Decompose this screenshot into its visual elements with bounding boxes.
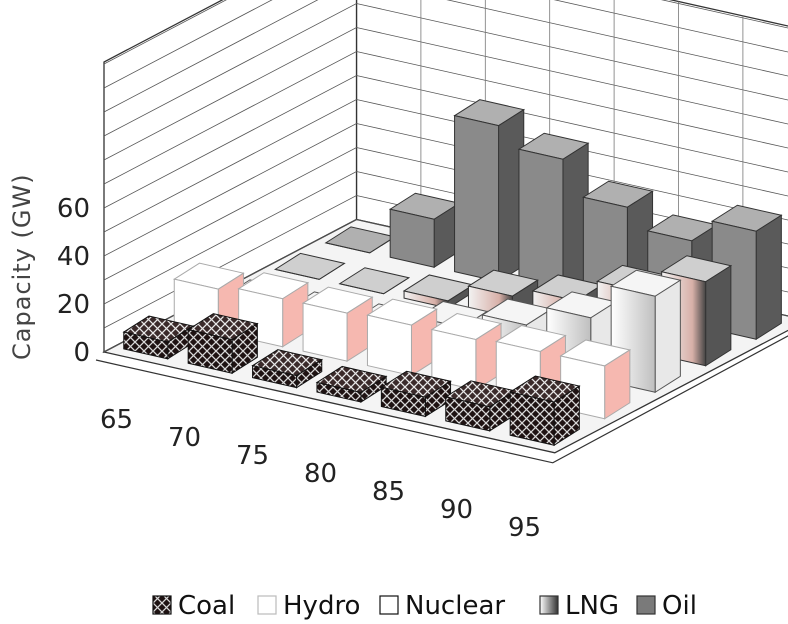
bar-hydro-80 [366, 298, 438, 377]
bar-coal-75 [251, 349, 324, 389]
bar-coal-90 [444, 380, 517, 432]
legend-item-lng: LNG [539, 591, 619, 621]
legend-swatch [539, 595, 559, 615]
bar-coal-80 [315, 365, 388, 403]
bar-coal-95 [508, 375, 581, 447]
grid-line [103, 147, 788, 281]
bar-hydro-85 [430, 313, 503, 391]
bar-coal-85 [380, 370, 452, 418]
bars-layer [122, 99, 783, 447]
grid-line [103, 0, 788, 65]
grid-line [103, 27, 788, 161]
grid-line [103, 75, 788, 209]
bar-coal-70 [186, 313, 259, 375]
legend-label: Hydro [283, 591, 360, 621]
legend-swatch [152, 595, 172, 615]
grid-line [103, 99, 788, 233]
bar-lng-75 [402, 274, 475, 310]
legend-label: LNG [565, 591, 619, 621]
legend-label: Nuclear [405, 591, 505, 621]
grid-line [103, 123, 788, 257]
y-axis-label: Capacity (GW) [8, 173, 36, 360]
y-tick-label: 60 [57, 194, 90, 224]
legend-item-oil: Oil [636, 591, 697, 621]
bar-oil-70 [388, 192, 461, 269]
x-tick-label: 80 [304, 459, 337, 489]
x-axis: 65 70 75 80 85 90 95 [100, 405, 541, 543]
legend-item-hydro: Hydro [257, 591, 360, 621]
x-tick-label: 95 [508, 513, 541, 543]
legend-swatch [257, 595, 277, 615]
x-tick-label: 65 [100, 405, 133, 435]
y-tick-label: 20 [57, 290, 90, 320]
grid-line [103, 51, 788, 185]
legend-item-coal: Coal [152, 591, 235, 621]
x-tick-label: 70 [168, 423, 201, 453]
grid-line [103, 0, 788, 113]
x-tick-label: 85 [372, 477, 405, 507]
x-tick-label: 75 [236, 441, 269, 471]
grid-line [103, 0, 788, 89]
bar-oil-80 [517, 132, 590, 297]
legend-label: Coal [178, 591, 235, 621]
legend-item-nuclear: Nuclear [379, 591, 505, 621]
bar-lng-65 [273, 252, 346, 280]
y-tick-label: 0 [73, 338, 90, 368]
legend: Coal Hydro Nuclear LNG Oil [152, 591, 697, 621]
bar-oil-75 [453, 99, 526, 283]
legend-swatch [379, 595, 399, 615]
legend-label: Oil [662, 591, 697, 621]
legend-swatch [636, 595, 656, 615]
bar-coal-65 [122, 315, 195, 360]
x-tick-label: 90 [440, 495, 473, 525]
bar-oil-95 [710, 204, 783, 341]
grid-line [103, 3, 788, 137]
bar-hydro-75 [301, 286, 374, 363]
y-axis: 0 20 40 60 [57, 194, 90, 368]
bar-lng-70 [338, 267, 411, 295]
y-tick-label: 40 [57, 242, 90, 272]
